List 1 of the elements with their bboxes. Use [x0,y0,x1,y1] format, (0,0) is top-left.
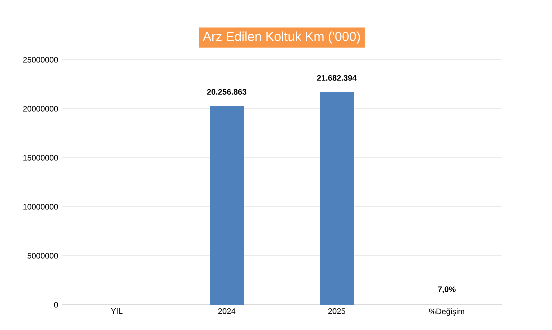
chart-title: Arz Edilen Koltuk Km ('000) [203,32,360,44]
